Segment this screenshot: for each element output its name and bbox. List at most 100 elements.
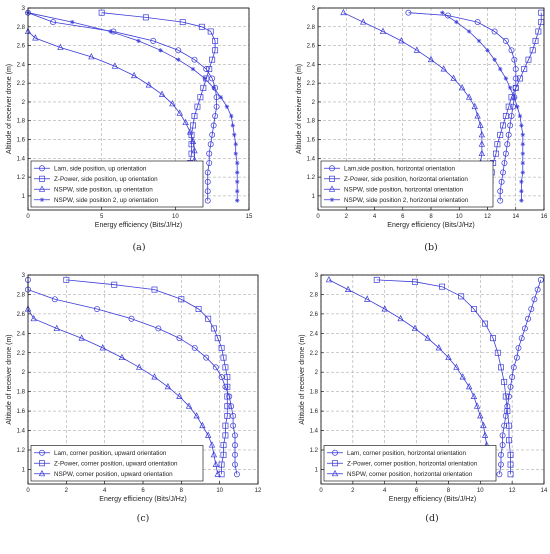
- panel-label: (d): [425, 513, 439, 524]
- data-point: [98, 9, 105, 16]
- panel-label: (b): [424, 242, 438, 253]
- legend-entry: Lam, corner position, upward orientation: [54, 450, 167, 457]
- y-tick-label: 2.2: [307, 81, 316, 87]
- legend-box: [30, 160, 204, 208]
- legend-marker: [329, 197, 335, 202]
- data-point: [502, 393, 509, 400]
- data-point: [478, 130, 486, 138]
- data-point: [108, 29, 113, 34]
- y-tick-label: 2.6: [310, 312, 319, 318]
- data-point: [178, 296, 185, 303]
- data-point: [519, 198, 524, 203]
- data-point: [229, 113, 234, 119]
- data-point: [142, 14, 149, 21]
- data-point: [477, 412, 484, 419]
- data-point: [176, 392, 183, 399]
- legend-marker: [39, 165, 45, 172]
- data-point: [520, 151, 526, 156]
- x-tick-label: 4: [103, 488, 107, 494]
- data-point: [480, 421, 487, 429]
- data-point: [481, 431, 489, 438]
- x-tick-label: 10: [216, 488, 223, 494]
- data-point: [175, 47, 182, 54]
- data-point: [525, 315, 532, 322]
- data-point: [50, 19, 56, 26]
- legend-entry: Z-Power, corner position, upward orienta…: [54, 460, 178, 467]
- legend-box: [323, 445, 497, 482]
- data-point: [445, 353, 452, 361]
- y-tick-label: 2.8: [310, 292, 319, 298]
- x-axis-label: Energy efficiency (Bits/J/Hz): [99, 496, 186, 503]
- data-point: [199, 421, 206, 429]
- data-point: [521, 66, 528, 73]
- data-point: [514, 104, 520, 109]
- data-point: [508, 47, 515, 54]
- y-tick-label: 1.4: [310, 429, 319, 435]
- data-point: [525, 56, 532, 63]
- data-point: [176, 109, 183, 116]
- series-line: [27, 308, 219, 475]
- data-point: [204, 169, 211, 176]
- data-point: [502, 37, 509, 44]
- y-tick-label: 2: [22, 370, 26, 376]
- data-point: [494, 349, 501, 356]
- data-point: [224, 374, 231, 381]
- data-point: [205, 315, 212, 322]
- data-point: [506, 422, 512, 429]
- data-point: [235, 170, 240, 175]
- chart-panel-4: 0 2 4 6 8 10 12 14 1 1.2 1.4 1.6 1.8 2 2.2 2.4 2.6 2.8 3 En…: [299, 273, 548, 524]
- data-point: [151, 373, 158, 380]
- y-tick-label: 2.2: [310, 351, 319, 357]
- data-point: [373, 276, 380, 283]
- data-point: [191, 56, 198, 63]
- data-point: [507, 471, 514, 478]
- data-point: [364, 295, 371, 302]
- y-tick-label: 1.4: [17, 429, 26, 435]
- y-tick-label: 1.2: [17, 175, 26, 181]
- data-point: [191, 113, 198, 119]
- data-point: [478, 140, 486, 147]
- data-point: [195, 306, 202, 312]
- x-tick-label: 10: [477, 488, 484, 494]
- data-point: [210, 122, 217, 129]
- data-point: [529, 47, 536, 54]
- legend-entry: NSPW, corner position, horizontal orient…: [347, 471, 473, 478]
- series-line: [408, 12, 517, 201]
- data-point: [499, 442, 506, 449]
- series-star: [25, 10, 240, 203]
- x-tick-label: 12: [509, 488, 516, 494]
- x-tick-label: 6: [415, 488, 419, 494]
- series-circle: [25, 276, 240, 478]
- data-point: [230, 422, 237, 429]
- data-point: [185, 402, 193, 409]
- data-point: [505, 103, 512, 110]
- y-axis-label: Altitude of receiver drone (m): [299, 334, 306, 424]
- x-tick-label: 0: [316, 214, 320, 220]
- data-point: [450, 74, 457, 81]
- y-tick-label: 2: [22, 100, 26, 106]
- data-point: [500, 122, 506, 129]
- y-tick-label: 1.4: [17, 156, 26, 162]
- data-point: [111, 281, 118, 288]
- data-point: [397, 314, 404, 322]
- legend-entry: Z-Power, corner position, horizontal ori…: [347, 460, 478, 467]
- data-point: [191, 344, 198, 351]
- legend-box: [320, 160, 494, 208]
- legend-marker: [331, 469, 339, 477]
- data-point: [233, 471, 240, 478]
- x-axis-label: Energy efficiency (Bits/J/Hz): [95, 222, 182, 229]
- data-point: [498, 451, 504, 458]
- data-point: [440, 65, 447, 72]
- data-point: [176, 57, 181, 62]
- y-tick-label: 3: [22, 6, 26, 12]
- data-point: [232, 442, 238, 449]
- data-point: [506, 393, 512, 400]
- data-point: [509, 374, 516, 381]
- data-point: [517, 113, 523, 119]
- y-axis-label: Altitude of receiver drone (m): [6, 334, 13, 424]
- x-axis-label: Energy efficiency (Bits/J/Hz): [389, 496, 476, 503]
- legend: Lam, corner position, upward orientation…: [30, 445, 204, 482]
- data-point: [379, 27, 387, 34]
- legend-marker: [332, 460, 338, 467]
- data-point: [209, 131, 216, 138]
